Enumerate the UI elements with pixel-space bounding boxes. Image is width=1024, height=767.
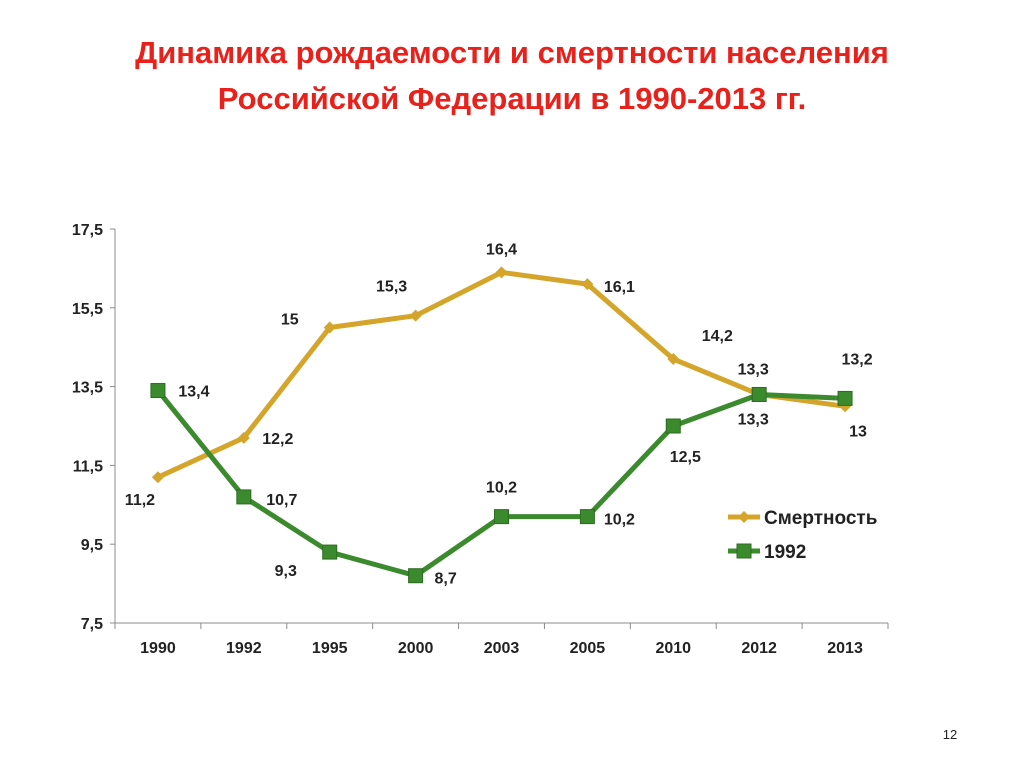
y-tick-label: 17,5 [72, 222, 103, 239]
x-tick-label: 1992 [226, 640, 262, 657]
data-label: 16,1 [604, 279, 635, 296]
y-tick-label: 13,5 [72, 380, 103, 397]
x-tick-label: 2012 [741, 640, 777, 657]
data-label: 8,7 [434, 571, 456, 588]
data-label: 10,7 [266, 492, 297, 509]
data-point-smertnost [495, 266, 508, 279]
data-point-1992 [665, 418, 681, 434]
legend-label: 1992 [764, 542, 806, 563]
data-point-smertnost [667, 353, 680, 366]
data-point-smertnost [581, 278, 594, 291]
data-point-1992 [837, 390, 853, 406]
data-label: 13 [849, 423, 867, 440]
data-point-smertnost [323, 321, 336, 334]
x-tick-label: 2010 [655, 640, 691, 657]
data-label: 13,2 [841, 351, 872, 368]
data-point-smertnost [409, 309, 422, 322]
x-tick-label: 2003 [484, 640, 520, 657]
x-tick-label: 1995 [312, 640, 348, 657]
x-tick-label: 1990 [140, 640, 176, 657]
data-point-1992 [579, 509, 595, 525]
data-point-1992 [408, 568, 424, 584]
legend-marker [736, 543, 752, 559]
data-label: 12,5 [670, 449, 701, 466]
data-point-smertnost [151, 471, 164, 484]
y-tick-label: 7,5 [81, 616, 103, 633]
page-number: 12 [942, 727, 958, 742]
data-point-1992 [150, 383, 166, 399]
slide-title: Динамика рождаемости и смертности населе… [0, 30, 1024, 122]
x-tick-label: 2000 [398, 640, 434, 657]
data-label: 10,2 [486, 480, 517, 497]
x-tick-label: 2013 [827, 640, 863, 657]
data-label: 11,2 [125, 492, 155, 509]
data-label: 16,4 [486, 241, 517, 258]
legend-label: Смертность [764, 508, 877, 529]
data-label: 15 [281, 312, 299, 329]
data-label: 13,3 [738, 361, 769, 378]
data-label: 10,2 [604, 512, 635, 529]
legend-marker [738, 511, 750, 523]
data-label: 14,2 [702, 328, 733, 345]
y-tick-label: 15,5 [72, 301, 103, 318]
data-label: 15,3 [376, 279, 407, 296]
data-label: 12,2 [262, 431, 293, 448]
data-point-1992 [751, 386, 767, 402]
data-point-smertnost [237, 431, 250, 444]
y-tick-label: 9,5 [81, 537, 103, 554]
x-tick-label: 2005 [570, 640, 606, 657]
title-line-1: Динамика рождаемости и смертности населе… [135, 35, 889, 70]
title-line-2: Российской Федерации в 1990-2013 гг. [217, 81, 807, 116]
data-label: 13,3 [738, 411, 769, 428]
y-tick-label: 11,5 [73, 458, 103, 475]
data-label: 9,3 [275, 563, 297, 580]
data-point-1992 [236, 489, 252, 505]
data-label: 13,4 [178, 384, 209, 401]
data-point-1992 [322, 544, 338, 560]
data-point-1992 [494, 509, 509, 525]
